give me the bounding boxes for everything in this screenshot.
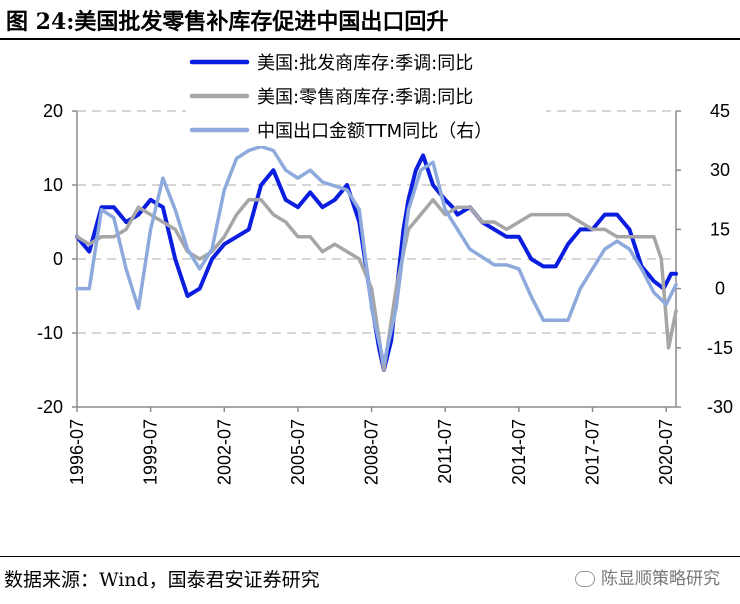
right-tick-label: -30: [707, 397, 733, 417]
right-tick-label: 30: [710, 160, 730, 180]
x-tick-label: 2014-07: [509, 419, 529, 485]
right-tick-label: 0: [715, 279, 725, 299]
legend-label-2: 美国:零售商库存:季调:同比: [257, 87, 473, 108]
chart-area: -20 -10 0 10 20 -30 -15 0 15 30 45 1996-07 1999-07 20…: [37, 48, 733, 485]
left-tick-label: 20: [43, 101, 63, 121]
watermark: 陈显顺策略研究: [575, 564, 720, 589]
right-tick-label: 45: [710, 101, 730, 121]
x-tick-label: 2005-07: [288, 419, 308, 485]
left-tick-label: -10: [37, 323, 63, 343]
source-note: 数据来源：Wind，国泰君安证券研究: [4, 569, 320, 591]
series-line-2: [75, 198, 678, 372]
x-tick-label: 2008-07: [362, 419, 382, 485]
legend-label-3: 中国出口金额TTM同比（右）: [257, 121, 492, 142]
x-tick-label: 2002-07: [214, 419, 234, 485]
chart-title: 图 24:美国批发零售补库存促进中国出口回升: [6, 9, 449, 35]
right-tick-label: -15: [707, 338, 733, 358]
x-tick-label: 1996-07: [67, 419, 87, 485]
left-tick-label: 10: [43, 175, 63, 195]
right-tick-label: 15: [710, 219, 730, 239]
x-tick-label: 2020-07: [656, 419, 676, 485]
series-line-3: [75, 144, 678, 366]
wechat-icon: [575, 571, 595, 587]
title-rule: [0, 38, 740, 40]
left-tick-label: -20: [37, 397, 63, 417]
legend-label-1: 美国:批发商库存:季调:同比: [257, 53, 473, 74]
x-tick-label: 1999-07: [141, 419, 161, 485]
watermark-text: 陈显顺策略研究: [601, 569, 720, 589]
left-tick-label: 0: [53, 249, 63, 269]
source-rule: [0, 556, 740, 557]
x-tick-label: 2011-07: [435, 419, 455, 484]
x-tick-label: 2017-07: [583, 419, 603, 485]
